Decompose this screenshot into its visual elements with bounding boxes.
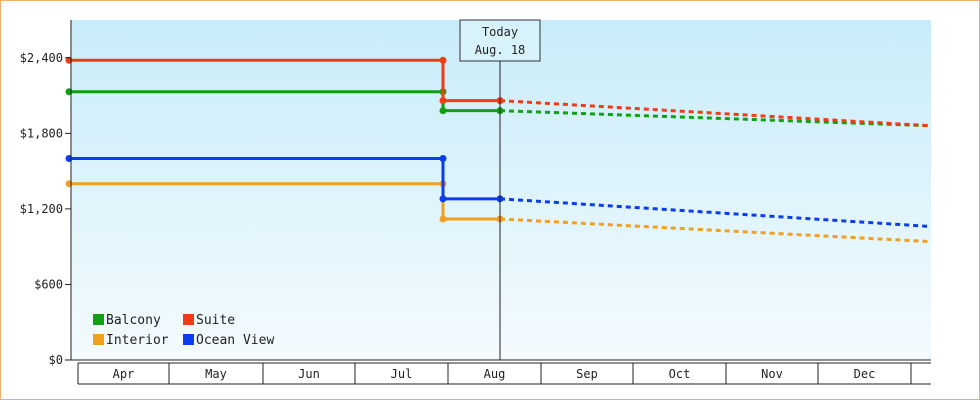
legend-swatch [183,334,194,345]
month-label: May [205,367,227,381]
today-label: Today [482,25,518,39]
legend-swatch [183,314,194,325]
month-label: Oct [669,367,691,381]
data-point[interactable] [439,97,447,105]
data-point[interactable] [439,107,447,115]
plot-background [71,20,931,360]
data-point[interactable] [439,215,447,223]
legend-swatch [93,314,104,325]
y-tick-label: $1,200 [20,202,63,216]
data-point[interactable] [439,56,447,64]
legend-label: Balcony [106,313,161,328]
series-suite [65,56,932,128]
today-label-box [459,19,541,62]
month-label: Nov [761,367,783,381]
y-tick-label: $1,800 [20,126,63,140]
data-point[interactable] [439,155,447,163]
legend-swatch [93,334,104,345]
month-label: Dec [854,367,876,381]
month-label: Aug [484,367,506,381]
legend-label: Ocean View [196,333,274,348]
legend-label: Suite [196,313,235,328]
data-point[interactable] [439,195,447,203]
y-tick-label: $2,400 [20,51,63,65]
legend-label: Interior [106,333,169,348]
month-label: Jun [298,367,320,381]
month-label: Apr [113,367,135,381]
y-tick-label: $600 [34,277,63,291]
y-tick-label: $0 [49,353,63,367]
month-label: Jul [391,367,413,381]
month-label: Sep [576,367,598,381]
today-date: Aug. 18 [475,43,526,57]
